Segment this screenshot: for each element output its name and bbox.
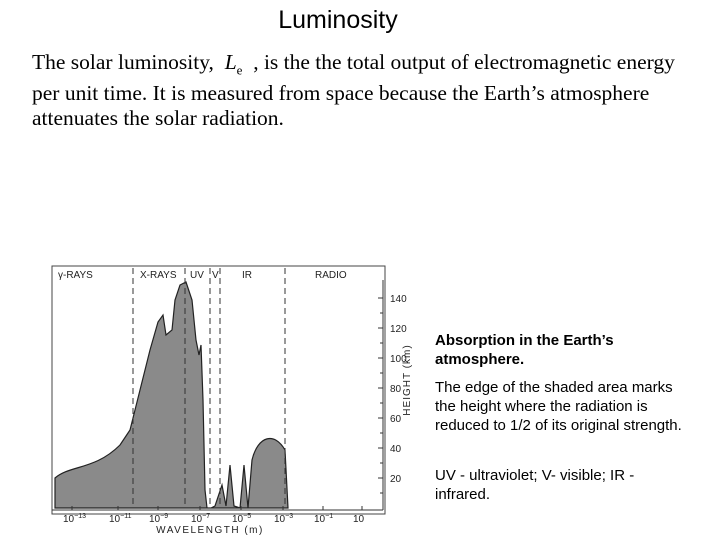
absorption-area	[54, 281, 289, 509]
text: The solar luminosity,	[32, 50, 214, 74]
base: 10	[149, 514, 161, 525]
figure: HEIGHT (km) WAVELENGTH (m) γ-RAYS X-RAYS U…	[51, 265, 413, 536]
paragraph-line: The solar luminosity, Le , is the the to…	[32, 50, 675, 78]
base: 10	[109, 514, 121, 525]
wavelength-tick-label: 10−7	[191, 513, 210, 525]
paragraph-line: per unit time. It is measured from space…	[32, 81, 650, 105]
band-dividers	[132, 268, 286, 508]
band-label: γ-RAYS	[58, 270, 93, 281]
wavelength-tick-label: 10−5	[232, 513, 251, 525]
band-label: UV	[190, 270, 204, 281]
base: 10	[232, 514, 244, 525]
title: Luminosity	[278, 6, 398, 34]
exponent: −11	[120, 513, 131, 520]
band-label: V	[212, 270, 219, 281]
wavelength-tick-label: 10	[353, 514, 365, 525]
exponent: −1	[325, 513, 333, 520]
wavelength-tick-label: 10−3	[274, 513, 293, 525]
wavelength-label: WAVELENGTH (m)	[156, 525, 264, 536]
exponent: −9	[160, 513, 168, 520]
subscript: e	[236, 62, 243, 78]
wavelength-tick-label: 10−9	[149, 513, 168, 525]
height-tick-label: 40	[390, 444, 402, 455]
caption-body: The edge of the shaded area marks the he…	[435, 379, 682, 434]
height-label: HEIGHT (km)	[402, 344, 413, 415]
band-label: RADIO	[315, 270, 347, 281]
height-tick-label: 100	[390, 354, 407, 365]
height-tick-label: 20	[390, 474, 402, 485]
height-tick-label: 60	[390, 414, 402, 425]
exponent: −13	[74, 513, 86, 520]
wavelength-tick-label: 10−11	[109, 513, 132, 525]
band-label: X-RAYS	[140, 270, 177, 281]
wavelength-tick-label: 10−13	[63, 513, 86, 525]
band-label: IR	[242, 270, 252, 281]
base: 10	[63, 514, 75, 525]
height-tick-label: 120	[390, 324, 407, 335]
exponent: −3	[285, 513, 293, 520]
base: 10	[314, 514, 326, 525]
caption-heading: Absorption in the Earth’s atmosphere.	[435, 332, 614, 368]
text: , is the the total output of electromagn…	[253, 50, 675, 74]
height-tick-label: 80	[390, 384, 402, 395]
height-tick-label: 140	[390, 294, 407, 305]
exponent: −5	[243, 513, 251, 520]
caption-note: UV - ultraviolet; V- visible; IR - infra…	[435, 467, 635, 503]
base: 10	[353, 514, 365, 525]
symbol: L	[224, 50, 237, 74]
paragraph-line: attenuates the solar radiation.	[32, 106, 284, 130]
base: 10	[274, 514, 286, 525]
wavelength-tick-label: 10−1	[314, 513, 333, 525]
base: 10	[191, 514, 203, 525]
exponent: −7	[202, 513, 210, 520]
